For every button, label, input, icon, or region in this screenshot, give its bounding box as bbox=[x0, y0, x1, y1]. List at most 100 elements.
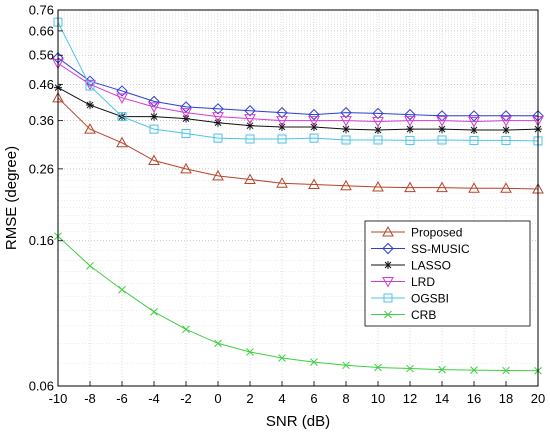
y-tick-label: 0.76 bbox=[29, 3, 54, 18]
data-point bbox=[308, 178, 320, 189]
data-point bbox=[181, 129, 191, 139]
data-point bbox=[342, 361, 350, 370]
data-point bbox=[309, 133, 319, 143]
data-point bbox=[214, 339, 222, 348]
x-tick-label: 20 bbox=[531, 391, 545, 406]
legend-marker bbox=[382, 225, 394, 237]
data-point bbox=[84, 123, 96, 134]
legend-item: OGSBI bbox=[371, 292, 449, 306]
data-point bbox=[244, 114, 256, 125]
data-point bbox=[308, 116, 320, 127]
legend: Proposed SS-MUSIC LASSO LRD OGSBI CRB bbox=[364, 220, 531, 327]
data-point bbox=[182, 325, 190, 334]
data-point bbox=[245, 134, 255, 144]
data-point bbox=[148, 102, 160, 113]
y-axis-label: RMSE (degree) bbox=[3, 146, 20, 250]
legend-label: LASSO bbox=[411, 259, 451, 273]
data-point bbox=[372, 116, 384, 128]
data-point bbox=[468, 110, 480, 122]
legend-item: Proposed bbox=[371, 226, 462, 240]
series-line bbox=[57, 21, 539, 142]
data-point bbox=[502, 366, 510, 375]
data-point bbox=[148, 154, 160, 166]
legend-marker bbox=[384, 310, 392, 319]
data-point bbox=[438, 365, 446, 374]
series-lrd bbox=[52, 58, 544, 128]
series-line bbox=[57, 62, 538, 122]
data-point bbox=[406, 125, 414, 134]
data-point bbox=[85, 81, 95, 91]
data-point bbox=[213, 133, 223, 143]
data-point bbox=[84, 79, 96, 91]
data-point bbox=[372, 180, 384, 192]
data-point bbox=[342, 125, 350, 134]
data-point bbox=[277, 134, 287, 144]
data-point bbox=[116, 93, 128, 104]
y-tick-label: 0.56 bbox=[29, 48, 54, 63]
data-point bbox=[276, 106, 288, 119]
x-tick-label: 8 bbox=[342, 391, 349, 406]
data-point bbox=[438, 125, 446, 134]
data-point bbox=[180, 101, 192, 113]
legend-label: SS-MUSIC bbox=[411, 242, 470, 256]
data-point bbox=[405, 135, 415, 145]
x-tick-label: -2 bbox=[180, 391, 192, 406]
data-point bbox=[150, 112, 158, 121]
legend-item: LASSO bbox=[371, 259, 451, 273]
data-point bbox=[118, 285, 126, 294]
data-point bbox=[212, 112, 224, 123]
x-tick-label: -8 bbox=[84, 391, 96, 406]
data-point bbox=[404, 108, 416, 121]
data-point bbox=[214, 118, 222, 127]
y-tick-label: 0.66 bbox=[29, 23, 54, 38]
data-point bbox=[500, 182, 512, 193]
series-crb bbox=[54, 232, 542, 375]
data-point bbox=[86, 262, 94, 270]
y-tick-label: 0.06 bbox=[29, 379, 54, 394]
y-tick-label: 0.26 bbox=[29, 161, 54, 176]
legend-label: LRD bbox=[411, 275, 435, 289]
legend-label: Proposed bbox=[411, 226, 462, 240]
x-tick-label: 6 bbox=[310, 391, 317, 406]
x-tick-label: 2 bbox=[246, 391, 253, 406]
y-axis-ticks: 0.06 0.16 0.26 0.36 0.46 0.56 0.66 0.76 bbox=[29, 3, 63, 394]
data-point bbox=[436, 181, 448, 193]
data-point bbox=[501, 135, 511, 145]
data-point bbox=[468, 116, 480, 128]
x-tick-label: -10 bbox=[49, 391, 68, 406]
legend-marker bbox=[384, 261, 392, 269]
plot-frame bbox=[57, 9, 539, 387]
data-point bbox=[212, 103, 224, 115]
data-point bbox=[406, 364, 414, 373]
data-point bbox=[500, 116, 512, 127]
data-point bbox=[278, 354, 286, 362]
data-point bbox=[246, 348, 254, 356]
series-ogsbi bbox=[53, 17, 543, 146]
data-point bbox=[470, 125, 478, 134]
x-tick-label: 0 bbox=[214, 391, 221, 406]
x-tick-label: 18 bbox=[499, 391, 513, 406]
data-point bbox=[341, 135, 351, 145]
data-point bbox=[276, 116, 288, 127]
series-line bbox=[57, 97, 539, 190]
legend-box bbox=[364, 220, 531, 327]
x-tick-label: 12 bbox=[403, 391, 417, 406]
data-point bbox=[340, 116, 352, 127]
data-point bbox=[470, 366, 478, 374]
legend-item: CRB bbox=[371, 308, 436, 322]
data-point bbox=[180, 162, 192, 174]
data-point bbox=[116, 85, 128, 97]
series-proposed bbox=[52, 91, 544, 194]
grid-lines bbox=[57, 9, 539, 387]
data-point bbox=[246, 121, 254, 130]
y-tick-label: 0.16 bbox=[29, 233, 54, 248]
data-point bbox=[502, 125, 510, 134]
legend-label: OGSBI bbox=[411, 292, 449, 306]
data-point bbox=[436, 116, 448, 127]
x-tick-label: -6 bbox=[116, 391, 128, 406]
x-tick-label: 16 bbox=[467, 391, 481, 406]
data-point bbox=[86, 101, 94, 110]
legend-label: CRB bbox=[411, 308, 436, 322]
data-point bbox=[278, 122, 286, 131]
series-ss-music bbox=[52, 52, 544, 122]
